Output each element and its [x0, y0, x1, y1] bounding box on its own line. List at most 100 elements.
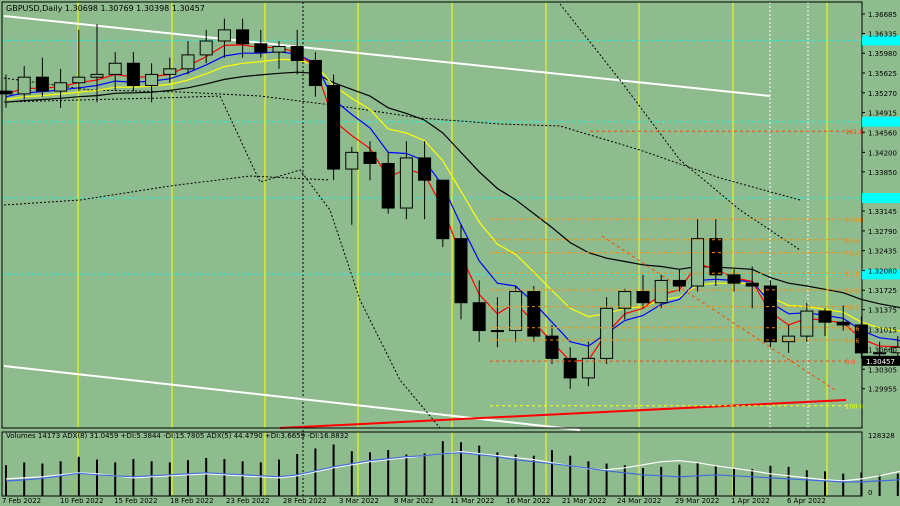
indicator-window: 128328 0 — [1, 431, 900, 497]
chart-title: GBPUSD,Daily 1.30698 1.30769 1.30398 1.3… — [6, 4, 205, 13]
support-line — [279, 399, 847, 429]
price-tick-label: 1.34915 — [868, 110, 897, 118]
price-tick-label: 1.32435 — [868, 248, 897, 256]
price-pane-frame — [1, 1, 863, 429]
fibo-trend-line — [601, 235, 836, 391]
fibo-level-label: 14.6 — [845, 337, 859, 345]
price-tick-label: 1.34200 — [868, 149, 897, 157]
envelope-outer — [3, 175, 331, 206]
price-tick-label: 1.36685 — [868, 11, 897, 19]
candle — [126, 52, 140, 92]
bullish-candle-body — [181, 54, 195, 70]
candle — [308, 52, 322, 97]
price-tick-label: 1.31725 — [868, 287, 897, 295]
bearish-candle-body — [436, 179, 450, 240]
bullish-candle-body — [399, 157, 413, 209]
upper-trend-line — [3, 15, 771, 97]
candle — [436, 179, 450, 248]
fibonacci-levels: 161.8 100.0 85.4 76.4 61.8 50.0 38.2 23.6 14.6 0.… — [490, 128, 864, 411]
price-tick-label: 1.31015 — [868, 327, 897, 335]
candle — [145, 63, 159, 103]
bullish-candle-body — [891, 346, 900, 354]
bullish-candle-body — [90, 73, 104, 78]
date-label: 16 Mar 2022 — [506, 497, 550, 505]
bearish-candle-body — [381, 162, 395, 209]
bullish-candle-body — [17, 76, 31, 95]
bearish-candle-body — [254, 43, 268, 53]
date-label: 24 Mar 2022 — [617, 497, 661, 505]
date-label: 29 Mar 2022 — [675, 497, 719, 505]
bullish-candle-body — [782, 335, 796, 343]
bearish-candle-body — [636, 291, 650, 304]
candle — [782, 324, 796, 353]
bullish-candle-body — [873, 352, 887, 355]
fibo-level-label: 23.6 — [845, 325, 859, 333]
envelope-lower — [3, 95, 441, 429]
bullish-candle-body — [509, 291, 523, 332]
fibo-level-label: 100.0 — [845, 403, 864, 411]
candle — [836, 305, 850, 331]
bearish-candle-body — [126, 62, 140, 87]
bearish-candle-body — [236, 29, 250, 45]
candle — [709, 219, 723, 286]
price-tick-label: 1.30660 — [868, 346, 897, 354]
candle — [581, 341, 595, 387]
price-tick-label: 1.30305 — [868, 366, 897, 374]
time-axis: 7 Feb 2022 10 Feb 2022 15 Feb 2022 18 Feb 2… — [2, 497, 826, 505]
date-label: 15 Feb 2022 — [114, 497, 158, 505]
candle — [381, 152, 395, 214]
price-tick-label: 1.35980 — [868, 50, 897, 58]
candle — [327, 74, 341, 181]
bearish-candle-body — [818, 310, 832, 323]
candle — [654, 274, 668, 309]
candle — [290, 29, 304, 75]
bearish-candle-body — [454, 238, 468, 304]
bullish-candle-body — [618, 291, 632, 309]
bullish-candle-body — [163, 68, 177, 75]
candle — [691, 219, 705, 292]
bullish-candle-body — [800, 310, 814, 337]
price-tick-label: 1.31375 — [868, 307, 897, 315]
fibo-level-label: 85.4 — [845, 237, 859, 245]
bullish-candle-body — [490, 330, 504, 333]
date-label: 8 Mar 2022 — [394, 497, 434, 505]
indicator-title: Volumes 14173 ADX(8) 31.0459 +DI:5.3844 … — [6, 432, 349, 440]
fibo-level-label: 50.0 — [845, 287, 859, 295]
bearish-candle-body — [327, 85, 341, 170]
price-tick-label: 1.32080 — [868, 267, 897, 275]
bullish-candle-body — [654, 279, 668, 304]
lower-trend-line — [3, 365, 581, 431]
bearish-candle-body — [363, 151, 377, 164]
bullish-candle-body — [345, 151, 359, 170]
bearish-candle-body — [854, 324, 868, 354]
fibo-level-label: 38.2 — [845, 304, 859, 312]
candle — [17, 66, 31, 100]
candle — [527, 286, 541, 342]
current-price-box — [862, 355, 900, 366]
date-label: 3 Mar 2022 — [339, 497, 379, 505]
candle — [509, 286, 523, 342]
bullish-candle-body — [199, 40, 213, 56]
date-label: 28 Feb 2022 — [283, 497, 327, 505]
candle — [0, 74, 13, 108]
candle — [563, 347, 577, 390]
cyan-level-box — [862, 193, 900, 204]
candle — [636, 274, 650, 309]
envelope-falling — [559, 3, 801, 251]
fibo-level-label: 0.0 — [845, 358, 855, 366]
adx-blue-line — [5, 452, 900, 483]
date-label: 23 Feb 2022 — [226, 497, 270, 505]
bearish-candle-body — [545, 335, 559, 359]
date-label: 6 Apr 2022 — [787, 497, 826, 505]
price-tick-label: 1.33145 — [868, 208, 897, 216]
candle — [199, 29, 213, 64]
bearish-candle-body — [563, 357, 577, 379]
bullish-candle-body — [108, 62, 122, 75]
bearish-candle-body — [527, 291, 541, 337]
candle — [472, 280, 486, 342]
candle — [854, 316, 868, 359]
cyan-level-box — [862, 116, 900, 127]
bearish-candle-body — [290, 46, 304, 61]
date-label: 10 Feb 2022 — [60, 497, 104, 505]
